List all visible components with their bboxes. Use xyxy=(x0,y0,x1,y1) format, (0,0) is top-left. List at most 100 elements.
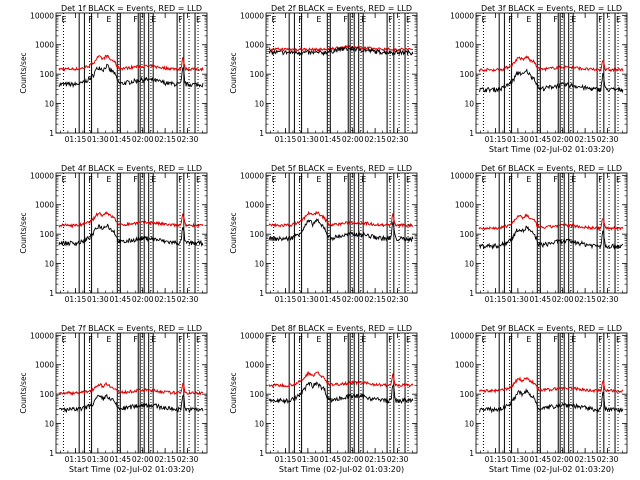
marker-letter: F xyxy=(553,175,558,184)
marker-letter: E xyxy=(526,175,531,184)
x-axis-label: Start Time (02-Jul-02 01:03:20) xyxy=(69,465,194,474)
y-tick-label: 1 xyxy=(259,129,264,138)
marker-letter: E xyxy=(406,15,411,24)
marker-letter: E xyxy=(61,335,66,344)
x-tick-label: 02:15 xyxy=(574,135,596,144)
marker-letter: F xyxy=(178,175,183,184)
marker-letter: E xyxy=(526,335,531,344)
x-tick-label: 01:30 xyxy=(507,295,529,304)
marker-letter: F xyxy=(88,335,93,344)
panel-title: Det 6f BLACK = Events, RED = LLD xyxy=(481,164,622,173)
marker-letter: F xyxy=(298,15,303,24)
y-tick-label: 10000 xyxy=(450,11,474,20)
y-tick-label: 1000 xyxy=(35,361,54,370)
y-tick-label: 10000 xyxy=(240,171,264,180)
x-tick-label: 02:30 xyxy=(387,295,409,304)
x-tick-label: 01:15 xyxy=(65,455,87,464)
series-lld-line xyxy=(58,381,204,396)
marker-letter: F xyxy=(553,335,558,344)
series-lld-line xyxy=(478,213,624,232)
marker-letter: F xyxy=(88,15,93,24)
marker-letter: E xyxy=(361,335,366,344)
x-tick-label: 02:00 xyxy=(552,135,574,144)
x-tick-label: 01:45 xyxy=(529,295,551,304)
x-tick-label: 01:45 xyxy=(529,135,551,144)
marker-letter: E xyxy=(361,175,366,184)
panel-title: Det 3f BLACK = Events, RED = LLD xyxy=(481,4,622,13)
marker-letter: E xyxy=(316,15,321,24)
y-tick-label: 1 xyxy=(469,129,474,138)
y-axis-label: Counts/sec xyxy=(229,372,238,413)
marker-letter: E xyxy=(271,15,276,24)
panel-det-3: Det 3f BLACK = Events, RED = LLD 1 10 100 10… xyxy=(450,4,628,154)
x-tick-label: 02:15 xyxy=(364,295,386,304)
marker-letter: F xyxy=(553,15,558,24)
marker-letter: E xyxy=(406,175,411,184)
x-tick-label: 02:30 xyxy=(177,135,199,144)
series-events-line xyxy=(478,68,624,94)
marker-letter: F xyxy=(133,175,138,184)
series-lld-line xyxy=(268,210,414,229)
marker-letter: F xyxy=(388,335,393,344)
marker-letter: E xyxy=(481,175,486,184)
marker-letter: E xyxy=(271,175,276,184)
y-tick-label: 10 xyxy=(44,260,54,269)
series-lld-line xyxy=(58,54,204,72)
y-tick-label: 1000 xyxy=(245,41,264,50)
marker-letter: E xyxy=(196,175,201,184)
marker-letter: F xyxy=(298,175,303,184)
y-axis-label: Counts/sec xyxy=(19,212,28,253)
series-lld-line xyxy=(478,376,624,394)
y-tick-label: 10 xyxy=(44,420,54,429)
series-events-line xyxy=(58,393,204,414)
y-tick-label: 10 xyxy=(464,420,474,429)
x-tick-label: 02:00 xyxy=(132,135,154,144)
marker-letter: F xyxy=(178,335,183,344)
marker-letter: F xyxy=(388,175,393,184)
y-tick-label: 1 xyxy=(469,289,474,298)
plot-frame xyxy=(265,172,418,294)
marker-letter: E xyxy=(271,335,276,344)
marker-letter: E xyxy=(571,175,576,184)
y-axis-label: Counts/sec xyxy=(19,372,28,413)
marker-letter: F xyxy=(343,175,348,184)
plot-frame xyxy=(55,332,208,454)
y-tick-label: 100 xyxy=(460,390,475,399)
panel-det-1: Det 1f BLACK = Events, RED = LLD 1 10 100 10… xyxy=(19,4,208,144)
series-lld-line xyxy=(268,44,414,53)
marker-letter: E xyxy=(196,335,201,344)
marker-letter: F xyxy=(508,175,513,184)
panel-det-7: Det 7f BLACK = Events, RED = LLD 1 10 100 10… xyxy=(19,324,208,474)
plot-frame xyxy=(55,172,208,294)
plot-frame xyxy=(475,172,628,294)
marker-letter: F xyxy=(598,335,603,344)
x-tick-label: 01:45 xyxy=(319,135,341,144)
marker-letter: E xyxy=(526,15,531,24)
y-tick-label: 1 xyxy=(259,449,264,458)
x-tick-label: 01:15 xyxy=(65,295,87,304)
marker-letter: E xyxy=(571,15,576,24)
marker-letter: E xyxy=(61,15,66,24)
y-tick-label: 1 xyxy=(259,289,264,298)
y-axis-label: Counts/sec xyxy=(229,52,238,93)
series-events-line xyxy=(478,225,624,250)
marker-letter: E xyxy=(316,335,321,344)
marker-letter: F xyxy=(508,335,513,344)
marker-letter: F xyxy=(598,15,603,24)
x-tick-label: 02:00 xyxy=(342,295,364,304)
x-tick-label: 02:15 xyxy=(574,295,596,304)
x-tick-label: 01:15 xyxy=(485,295,507,304)
panel-title: Det 1f BLACK = Events, RED = LLD xyxy=(61,4,202,13)
x-tick-label: 01:15 xyxy=(275,295,297,304)
x-tick-label: 02:30 xyxy=(597,455,619,464)
y-tick-label: 1 xyxy=(49,289,54,298)
x-tick-label: 02:30 xyxy=(387,135,409,144)
x-tick-label: 02:15 xyxy=(154,455,176,464)
series-events-line xyxy=(479,387,624,414)
x-tick-label: 02:30 xyxy=(177,295,199,304)
y-tick-label: 10000 xyxy=(240,331,264,340)
y-tick-label: 10 xyxy=(464,100,474,109)
x-axis-label: Start Time (02-Jul-02 01:03:20) xyxy=(279,465,404,474)
plot-frame xyxy=(55,12,208,134)
y-tick-label: 1000 xyxy=(245,361,264,370)
